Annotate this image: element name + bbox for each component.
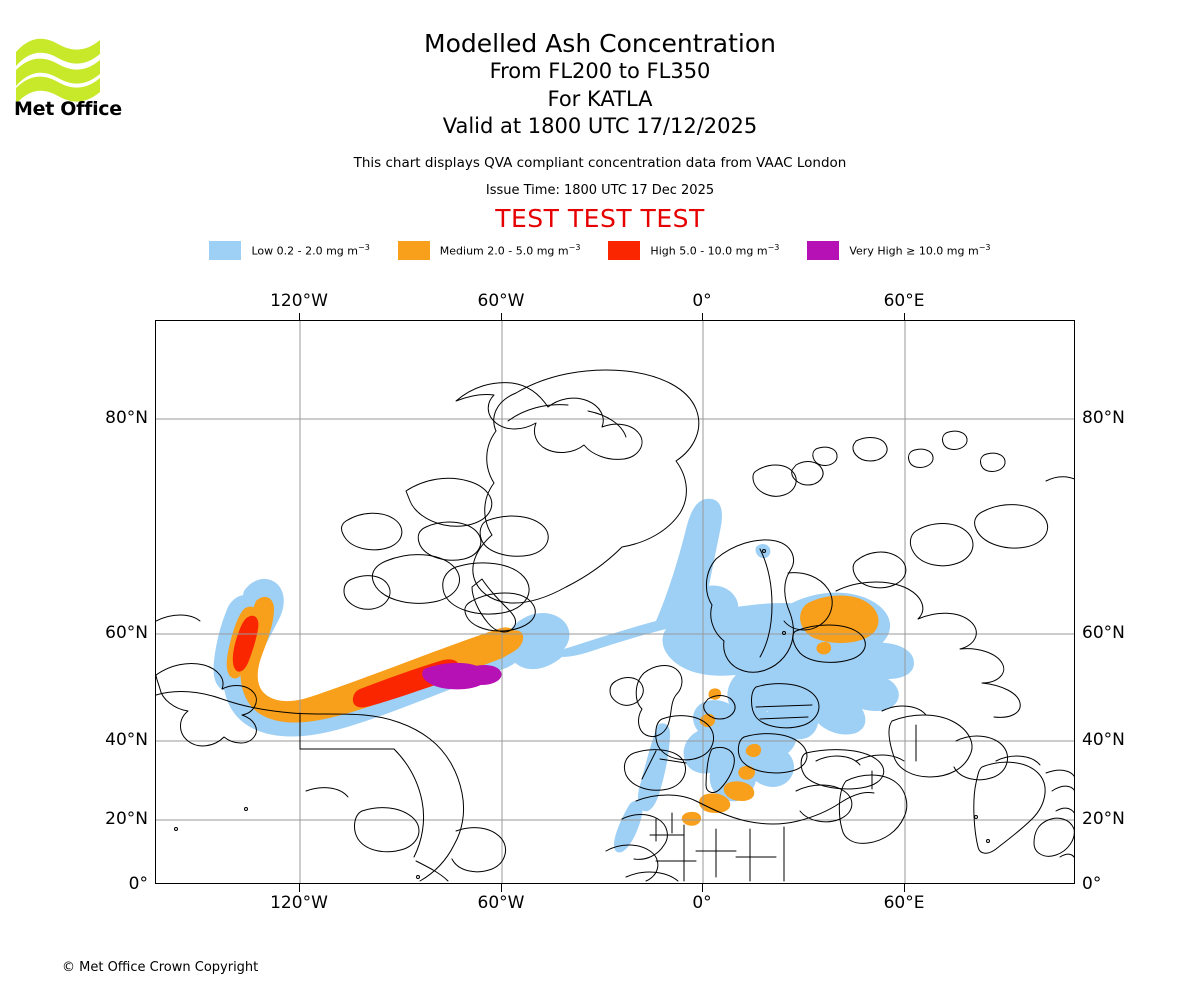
concentration-legend: Low 0.2 - 2.0 mg m−3 Medium 2.0 - 5.0 mg… xyxy=(0,241,1200,260)
tick-top-120w xyxy=(299,313,300,321)
ash-low-regions xyxy=(213,498,914,853)
legend-item-low: Low 0.2 - 2.0 mg m−3 xyxy=(209,241,370,260)
lon-tick-top-0: 0° xyxy=(692,291,712,311)
lon-tick-bottom-60w: 60°W xyxy=(477,893,525,913)
legend-label-high: High 5.0 - 10.0 mg m−3 xyxy=(650,243,780,258)
volcano-name: For KATLA xyxy=(547,86,653,111)
title-block: Modelled Ash Concentration From FL200 to… xyxy=(0,0,1200,234)
map-canvas xyxy=(156,321,1074,883)
copyright-notice: © Met Office Crown Copyright xyxy=(62,960,259,975)
legend-item-high: High 5.0 - 10.0 mg m−3 xyxy=(608,241,779,260)
met-office-logo: Met Office xyxy=(14,22,134,120)
lat-tick-left-60n: 60°N xyxy=(105,623,148,643)
lat-tick-right-20n: 20°N xyxy=(1082,809,1125,829)
lon-tick-bottom-60e: 60°E xyxy=(883,893,925,913)
lat-tick-left-0: 0° xyxy=(128,874,148,894)
lat-tick-left-20n: 20°N xyxy=(105,809,148,829)
tick-top-60w xyxy=(501,313,502,321)
legend-swatch-low xyxy=(209,241,242,260)
valid-time: Valid at 1800 UTC 17/12/2025 xyxy=(442,114,758,139)
flight-level-range: From FL200 to FL350 xyxy=(489,59,711,83)
qva-note: This chart displays QVA compliant concen… xyxy=(353,155,847,172)
test-banner: TEST TEST TEST xyxy=(495,204,705,234)
legend-item-medium: Medium 2.0 - 5.0 mg m−3 xyxy=(397,241,581,260)
graticule xyxy=(156,321,1074,883)
lon-tick-bottom-0: 0° xyxy=(692,893,712,913)
lat-tick-right-0: 0° xyxy=(1082,874,1102,894)
lon-tick-top-60w: 60°W xyxy=(477,291,525,311)
issue-time: Issue Time: 1800 UTC 17 Dec 2025 xyxy=(485,183,715,199)
ash-concentration-map[interactable] xyxy=(155,320,1075,884)
coastlines-layer xyxy=(156,369,1074,882)
tick-top-0 xyxy=(702,313,703,321)
ash-very-high-regions xyxy=(422,662,502,690)
legend-swatch-high xyxy=(608,241,641,260)
lat-tick-right-80n: 80°N xyxy=(1082,408,1125,428)
legend-item-very-high: Very High ≥ 10.0 mg m−3 xyxy=(807,241,991,260)
tick-bottom-60e xyxy=(904,884,905,892)
lat-tick-right-60n: 60°N xyxy=(1082,623,1125,643)
ash-plume-layer xyxy=(213,498,914,853)
tick-bottom-0 xyxy=(702,884,703,892)
lat-tick-left-40n: 40°N xyxy=(105,730,148,750)
lat-tick-left-80n: 80°N xyxy=(105,408,148,428)
legend-label-low: Low 0.2 - 2.0 mg m−3 xyxy=(251,243,370,258)
lon-tick-top-120w: 120°W xyxy=(270,291,328,311)
tick-bottom-120w xyxy=(299,884,300,892)
met-office-waves-icon xyxy=(16,38,100,104)
tick-bottom-60w xyxy=(501,884,502,892)
tick-top-60e xyxy=(904,313,905,321)
lon-tick-bottom-120w: 120°W xyxy=(270,893,328,913)
legend-label-medium: Medium 2.0 - 5.0 mg m−3 xyxy=(439,243,581,258)
legend-swatch-very-high xyxy=(807,241,840,260)
legend-label-very-high: Very High ≥ 10.0 mg m−3 xyxy=(849,243,991,258)
page-title: Modelled Ash Concentration xyxy=(424,29,776,58)
map-frame xyxy=(155,320,1075,884)
legend-swatch-medium xyxy=(397,241,430,260)
lon-tick-top-60e: 60°E xyxy=(883,291,925,311)
lat-tick-right-40n: 40°N xyxy=(1082,730,1125,750)
met-office-wordmark: Met Office xyxy=(14,98,122,120)
